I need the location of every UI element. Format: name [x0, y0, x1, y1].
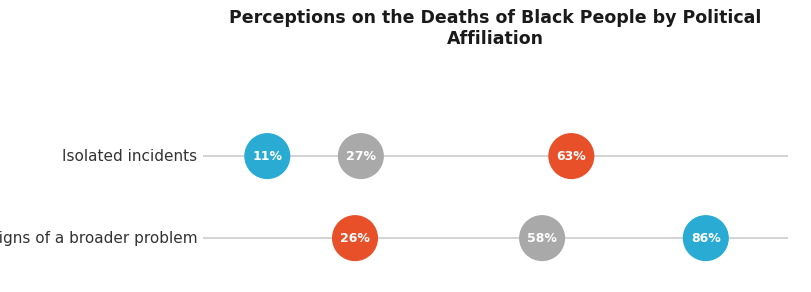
Point: [260, 154, 273, 159]
Text: 58%: 58%: [526, 232, 556, 245]
Text: 11%: 11%: [252, 150, 282, 163]
Text: Signs of a broader problem: Signs of a broader problem: [0, 231, 197, 246]
Text: 86%: 86%: [690, 232, 720, 245]
Point: [348, 236, 361, 240]
Point: [535, 236, 548, 240]
Text: Perceptions on the Deaths of Black People by Political
Affiliation: Perceptions on the Deaths of Black Peopl…: [229, 9, 761, 48]
Text: 26%: 26%: [340, 232, 370, 245]
Text: 27%: 27%: [345, 150, 375, 163]
Point: [564, 154, 577, 159]
Text: Isolated incidents: Isolated incidents: [62, 149, 197, 164]
Point: [698, 236, 711, 240]
Text: 63%: 63%: [556, 150, 586, 163]
Point: [354, 154, 367, 159]
